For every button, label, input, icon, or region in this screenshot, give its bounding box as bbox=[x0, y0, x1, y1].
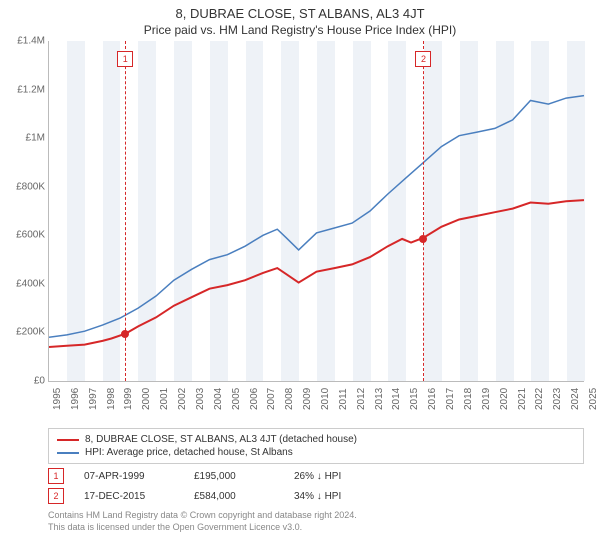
y-axis-tick: £800K bbox=[5, 181, 45, 192]
sale-row: 2 17-DEC-2015 £584,000 34% ↓ HPI bbox=[48, 488, 584, 504]
y-axis-tick: £1.4M bbox=[5, 36, 45, 47]
x-axis-tick: 2000 bbox=[141, 388, 152, 410]
x-axis-tick: 2019 bbox=[481, 388, 492, 410]
x-axis-tick: 2016 bbox=[427, 388, 438, 410]
footer-line2: This data is licensed under the Open Gov… bbox=[48, 522, 584, 534]
x-axis-tick: 2006 bbox=[249, 388, 260, 410]
sale-row-date: 07-APR-1999 bbox=[84, 471, 174, 482]
footer-line1: Contains HM Land Registry data © Crown c… bbox=[48, 510, 584, 522]
x-axis-tick: 2011 bbox=[338, 388, 349, 410]
chart-title: 8, DUBRAE CLOSE, ST ALBANS, AL3 4JT bbox=[0, 0, 600, 21]
x-axis-tick: 2021 bbox=[517, 388, 528, 410]
x-axis-tick: 2014 bbox=[391, 388, 402, 410]
sale-marker-dot bbox=[121, 330, 129, 338]
sales-table: 1 07-APR-1999 £195,000 26% ↓ HPI 2 17-DEC-201… bbox=[0, 468, 600, 504]
y-axis-tick: £1.2M bbox=[5, 84, 45, 95]
y-axis-tick: £600K bbox=[5, 230, 45, 241]
x-axis-tick: 1998 bbox=[106, 388, 117, 410]
x-axis-tick: 1995 bbox=[52, 388, 63, 410]
legend-swatch-hpi bbox=[57, 452, 79, 454]
series-line-hpi bbox=[49, 96, 584, 338]
y-axis-tick: £1M bbox=[5, 133, 45, 144]
chart-subtitle: Price paid vs. HM Land Registry's House … bbox=[0, 21, 600, 41]
sale-row-diff: 26% ↓ HPI bbox=[294, 471, 341, 482]
sale-row-index: 2 bbox=[48, 488, 64, 504]
sale-row-diff: 34% ↓ HPI bbox=[294, 491, 341, 502]
sale-row-price: £195,000 bbox=[194, 471, 274, 482]
x-axis-tick: 2010 bbox=[320, 388, 331, 410]
legend-label-hpi: HPI: Average price, detached house, St A… bbox=[85, 447, 293, 458]
sale-marker-box: 1 bbox=[117, 51, 133, 67]
legend-row-hpi: HPI: Average price, detached house, St A… bbox=[57, 446, 575, 459]
x-axis-tick: 2002 bbox=[177, 388, 188, 410]
x-axis-tick: 2005 bbox=[231, 388, 242, 410]
chart-lines-svg bbox=[49, 41, 584, 381]
x-axis-tick: 2018 bbox=[463, 388, 474, 410]
x-axis-tick: 2024 bbox=[570, 388, 581, 410]
legend-label-property: 8, DUBRAE CLOSE, ST ALBANS, AL3 4JT (det… bbox=[85, 434, 357, 445]
chart-plot-area: £0£200K£400K£600K£800K£1M£1.2M£1.4M19951… bbox=[48, 41, 584, 382]
x-axis-tick: 2009 bbox=[302, 388, 313, 410]
legend: 8, DUBRAE CLOSE, ST ALBANS, AL3 4JT (det… bbox=[48, 428, 584, 464]
sale-row-date: 17-DEC-2015 bbox=[84, 491, 174, 502]
chart-container: 8, DUBRAE CLOSE, ST ALBANS, AL3 4JT Pric… bbox=[0, 0, 600, 560]
legend-row-property: 8, DUBRAE CLOSE, ST ALBANS, AL3 4JT (det… bbox=[57, 433, 575, 446]
x-axis-tick: 1997 bbox=[88, 388, 99, 410]
x-axis-tick: 2025 bbox=[588, 388, 599, 410]
sale-row-index: 1 bbox=[48, 468, 64, 484]
sale-marker-line bbox=[423, 41, 424, 381]
x-axis-tick: 2020 bbox=[499, 388, 510, 410]
x-axis-tick: 1996 bbox=[70, 388, 81, 410]
x-axis-tick: 2003 bbox=[195, 388, 206, 410]
x-axis-tick: 2001 bbox=[159, 388, 170, 410]
x-axis-tick: 2023 bbox=[552, 388, 563, 410]
x-axis-tick: 2017 bbox=[445, 388, 456, 410]
y-axis-tick: £400K bbox=[5, 278, 45, 289]
x-axis-tick: 2004 bbox=[213, 388, 224, 410]
legend-swatch-property bbox=[57, 439, 79, 441]
x-axis-tick: 2008 bbox=[284, 388, 295, 410]
sale-row-price: £584,000 bbox=[194, 491, 274, 502]
footer: Contains HM Land Registry data © Crown c… bbox=[48, 510, 584, 533]
x-axis-tick: 1999 bbox=[123, 388, 134, 410]
x-axis-tick: 2022 bbox=[534, 388, 545, 410]
x-axis-tick: 2015 bbox=[409, 388, 420, 410]
sale-row: 1 07-APR-1999 £195,000 26% ↓ HPI bbox=[48, 468, 584, 484]
x-axis-tick: 2007 bbox=[266, 388, 277, 410]
y-axis-tick: £200K bbox=[5, 327, 45, 338]
sale-marker-box: 2 bbox=[415, 51, 431, 67]
y-axis-tick: £0 bbox=[5, 376, 45, 387]
x-axis-tick: 2013 bbox=[374, 388, 385, 410]
series-line-property bbox=[49, 200, 584, 347]
x-axis-tick: 2012 bbox=[356, 388, 367, 410]
